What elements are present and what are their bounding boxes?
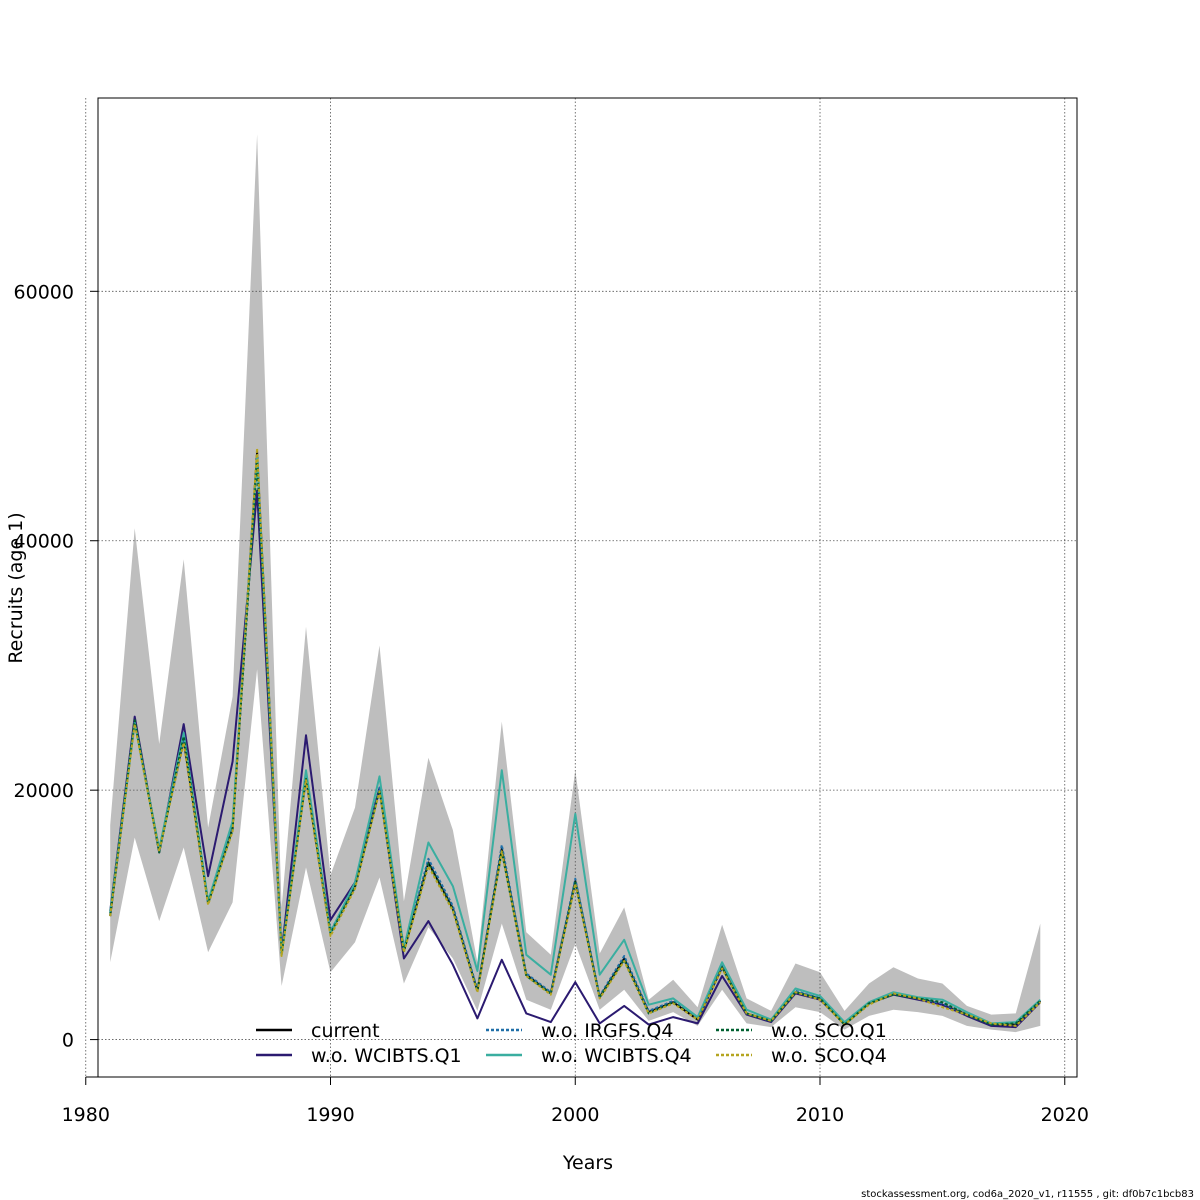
- series-line-4: [109, 461, 1041, 1026]
- legend-label-5: w.o. SCO.Q4: [771, 1045, 887, 1067]
- series-line-2: [109, 453, 1041, 1026]
- legend-label-2: w.o. IRGFS.Q4: [541, 1020, 673, 1042]
- x-tick-label: 2010: [796, 1104, 844, 1126]
- x-tick-label: 1990: [306, 1104, 354, 1126]
- confidence-band: [110, 134, 1041, 1033]
- x-axis-title: Years: [562, 1152, 613, 1174]
- confidence-band-layer: [110, 134, 1041, 1033]
- legend: current w.o. WCIBTS.Q1 w.o. IRGFS.Q4 w.o. W…: [256, 1020, 887, 1067]
- footer-text: stockassessment.org, cod6a_2020_v1, r115…: [861, 1189, 1194, 1200]
- y-tick-label: 60000: [14, 281, 74, 303]
- series-line-5: [109, 447, 1041, 1027]
- y-axis-title: Recruits (age 1): [5, 512, 27, 663]
- x-tick-label: 1980: [62, 1104, 110, 1126]
- x-tick-label: 2000: [551, 1104, 599, 1126]
- legend-label-0: current: [311, 1020, 380, 1042]
- y-tick-label: 40000: [14, 531, 74, 553]
- y-tick-label: 0: [62, 1030, 74, 1052]
- x-tick-label: 2020: [1041, 1104, 1089, 1126]
- series-layer: [109, 447, 1042, 1029]
- legend-label-3: w.o. WCIBTS.Q4: [541, 1045, 692, 1067]
- y-tick-label: 20000: [14, 780, 74, 802]
- axis-layer: 1980 1990 2000 2010 2020 0 20000 40000 60000: [14, 281, 1089, 1126]
- legend-label-4: w.o. SCO.Q1: [771, 1020, 887, 1042]
- legend-label-1: w.o. WCIBTS.Q1: [311, 1045, 462, 1067]
